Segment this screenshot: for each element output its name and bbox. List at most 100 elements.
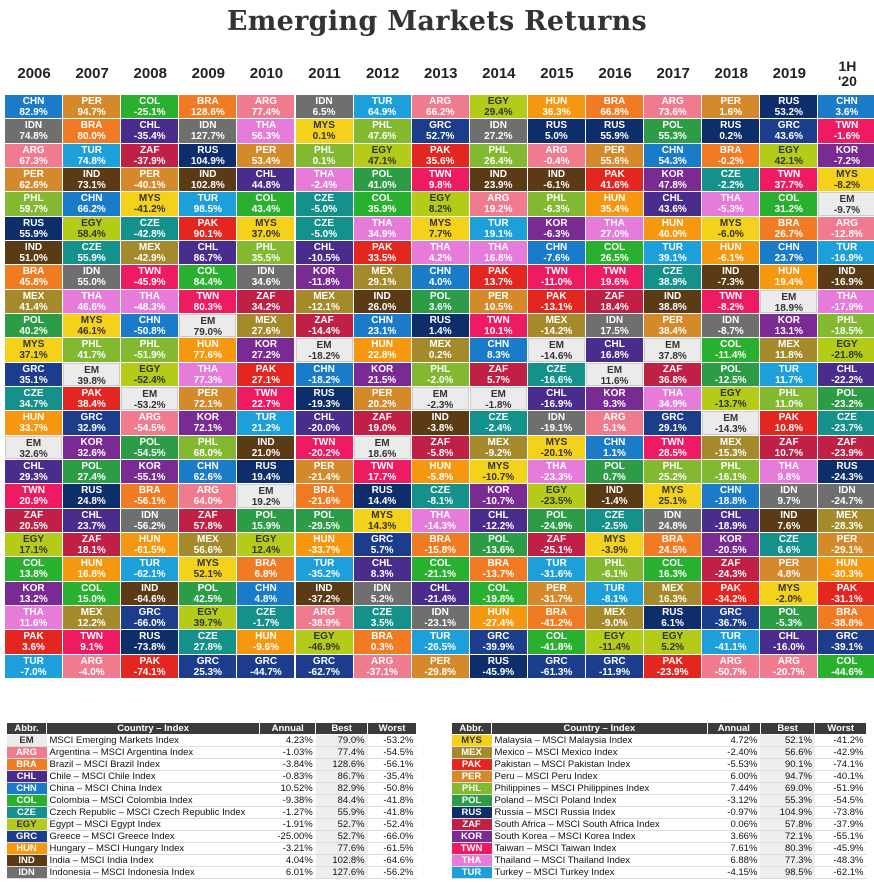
- return-cell: KOR 9.3%: [586, 387, 644, 411]
- cell-country-code: COL: [603, 242, 626, 253]
- cell-country-code: THA: [371, 217, 393, 229]
- cell-return-value: -2.5%: [601, 520, 628, 532]
- returns-grid: CHN 82.9% IDN 74.8% ARG 67.3% PER 62.6% PHL 59.7%…: [5, 95, 874, 678]
- cell-country-code: KOR: [777, 315, 800, 326]
- return-cell: BRA -21.6%: [295, 484, 353, 508]
- legend-abbr: HUN: [6, 842, 47, 855]
- cell-country-code: TWN: [719, 290, 743, 302]
- cell-country-code: POL: [720, 363, 742, 375]
- legend-best: 55.9%: [315, 806, 368, 819]
- cell-return-value: 25.2%: [658, 471, 687, 483]
- return-cell: PAK 41.6%: [586, 168, 644, 192]
- return-cell: TWN 9.8%: [411, 168, 469, 192]
- cell-return-value: -31.1%: [831, 593, 863, 605]
- cell-country-code: EM: [839, 194, 855, 206]
- cell-country-code: TUR: [197, 193, 219, 205]
- cell-country-code: CHN: [545, 242, 568, 253]
- legend-row: PER Peru – MSCI Peru Index 6.00% 94.7% -40.1…: [451, 770, 867, 783]
- cell-country-code: ARG: [312, 606, 336, 618]
- cell-country-code: KOR: [371, 363, 394, 375]
- return-cell: CHN -18.2%: [295, 362, 353, 386]
- cell-return-value: 0.1%: [312, 131, 336, 143]
- cell-return-value: -12.8%: [831, 228, 863, 240]
- legend-abbr: CHL: [6, 770, 47, 783]
- cell-country-code: TWN: [661, 436, 685, 448]
- cell-return-value: -11.8%: [308, 277, 340, 289]
- cell-country-code: GRC: [80, 412, 103, 424]
- cell-return-value: -2.4%: [485, 423, 512, 435]
- return-cell: MEX 0.2%: [411, 338, 469, 362]
- cell-return-value: -36.7%: [714, 617, 747, 629]
- cell-return-value: -16.9%: [831, 253, 863, 264]
- cell-return-value: -12.1%: [308, 301, 340, 313]
- cell-return-value: -41.1%: [714, 642, 747, 654]
- cell-country-code: PHL: [81, 339, 102, 351]
- cell-country-code: CZE: [197, 631, 218, 643]
- cell-country-code: MEX: [371, 266, 393, 278]
- cell-return-value: 73.1%: [77, 180, 106, 191]
- legend-worst: -61.5%: [367, 842, 417, 855]
- return-cell: PHL 35.5%: [237, 241, 295, 265]
- cell-country-code: EM: [723, 413, 739, 425]
- cell-country-code: PHL: [372, 120, 393, 132]
- cell-return-value: -9.0%: [601, 617, 628, 629]
- cell-country-code: RUS: [545, 120, 567, 132]
- cell-country-code: RUS: [81, 485, 103, 497]
- return-cell: POL 3.6%: [411, 289, 469, 313]
- cell-return-value: -73.8%: [133, 642, 166, 654]
- cell-country-code: TUR: [81, 144, 102, 156]
- legend-annual: 3.66%: [707, 830, 761, 843]
- cell-return-value: 77.6%: [193, 350, 223, 362]
- legend-annual: 4.04%: [259, 854, 316, 867]
- return-cell: MYS 52.1%: [179, 557, 237, 581]
- cell-return-value: 8.2%: [428, 204, 452, 216]
- return-cell: HUN 77.6%: [179, 338, 237, 362]
- cell-return-value: -10.7%: [482, 471, 515, 483]
- legend-best: 98.5%: [760, 866, 815, 879]
- return-cell: CZE 38.9%: [644, 265, 702, 289]
- cell-return-value: -64.6%: [133, 593, 166, 605]
- cell-return-value: 56.6%: [193, 544, 223, 556]
- return-cell: EGY 39.7%: [179, 605, 237, 630]
- cell-return-value: -6.1%: [601, 569, 628, 581]
- cell-country-code: CHL: [488, 509, 509, 521]
- cell-return-value: 3.6%: [428, 301, 452, 313]
- return-cell: EM 18.9%: [760, 289, 818, 313]
- return-cell: COL -41.8%: [527, 630, 585, 654]
- legend-best: 77.3%: [760, 854, 815, 867]
- cell-country-code: ARG: [777, 655, 800, 667]
- return-cell: MYS 14.3%: [353, 508, 411, 532]
- cell-return-value: 0.7%: [603, 471, 626, 483]
- cell-return-value: 4.8%: [254, 593, 278, 605]
- legend-country-index: Poland – MSCI Poland Index: [491, 794, 708, 807]
- cell-return-value: 36.3%: [542, 107, 571, 118]
- legend-annual: -5.53%: [707, 758, 761, 771]
- return-cell: THA -14.3%: [411, 508, 469, 532]
- cell-return-value: -8.1%: [427, 496, 454, 508]
- cell-country-code: PAK: [23, 631, 44, 643]
- cell-return-value: 19.2%: [251, 497, 281, 508]
- return-cell: MEX 29.1%: [353, 265, 411, 289]
- cell-country-code: THA: [313, 169, 335, 180]
- return-cell: PER -29.1%: [818, 532, 874, 557]
- cell-country-code: ZAF: [488, 363, 509, 375]
- cell-return-value: -29.8%: [424, 666, 457, 678]
- cell-return-value: 7.6%: [777, 520, 801, 532]
- cell-country-code: CHN: [371, 315, 393, 326]
- cell-return-value: 68.0%: [193, 447, 223, 459]
- year-header: 2011: [308, 65, 341, 82]
- return-cell: ZAF 19.0%: [353, 411, 411, 435]
- return-cell: RUS 24.8%: [63, 484, 121, 508]
- cell-country-code: HUN: [487, 606, 510, 618]
- return-cell: GRC 29.1%: [644, 411, 702, 435]
- cell-return-value: -42.8%: [133, 228, 166, 240]
- return-cell: PHL -51.9%: [121, 338, 179, 362]
- cell-country-code: PAK: [836, 582, 858, 594]
- legend-annual: 6.88%: [707, 854, 761, 867]
- legend-annual: -1.91%: [259, 818, 316, 831]
- cell-country-code: TUR: [604, 582, 625, 594]
- legend-best: 57.8%: [760, 818, 815, 831]
- cell-country-code: EGY: [545, 485, 567, 497]
- cell-country-code: MYS: [429, 217, 452, 229]
- cell-return-value: -6.0%: [717, 228, 744, 240]
